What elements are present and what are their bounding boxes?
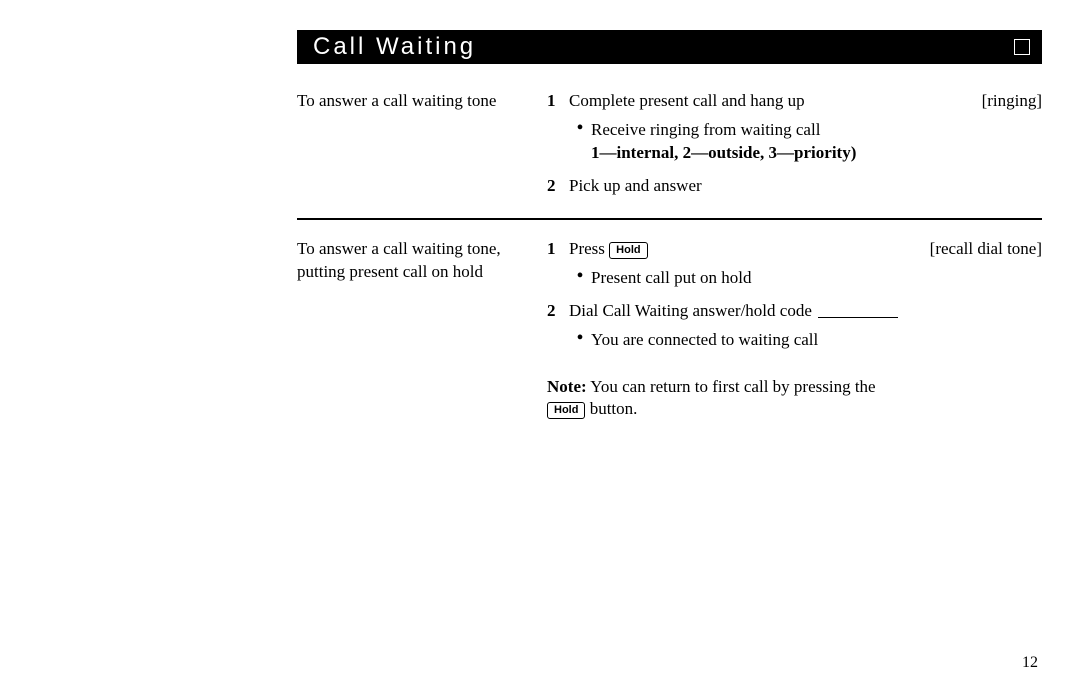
hold-key-icon: Hold (547, 402, 585, 419)
step-line: Press Hold [recall dial tone] (569, 238, 1042, 261)
bullet-text: Receive ringing from waiting call (591, 120, 820, 139)
step-body: Pick up and answer (569, 175, 1042, 198)
hold-key-icon: Hold (609, 242, 647, 259)
section-title: Call Waiting (313, 33, 476, 61)
step-number: 1 (547, 90, 569, 113)
step-bullet: • Receive ringing from waiting call 1—in… (569, 119, 1042, 165)
note-text-1: You can return to first call by pressing… (587, 377, 876, 396)
section-title-bar: Call Waiting (297, 30, 1042, 64)
procedure-1-step-2: 2 Pick up and answer (547, 175, 1042, 198)
procedure-1-steps: 1 Complete present call and hang up [rin… (547, 90, 1042, 204)
step-text: Dial Call Waiting answer/hold code (569, 301, 812, 320)
title-corner-box-icon (1014, 39, 1030, 55)
procedure-1-description: To answer a call waiting tone (297, 90, 547, 113)
bullet-body: Receive ringing from waiting call 1—inte… (591, 119, 1042, 165)
procedure-section-2: To answer a call waiting tone, putting p… (297, 238, 1042, 422)
step-text: Pick up and answer (569, 176, 702, 195)
step-number: 2 (547, 300, 569, 323)
bullet-text: Present call put on hold (591, 267, 1042, 290)
procedure-2-step-1: 1 Press Hold [recall dial tone] • Presen… (547, 238, 1042, 290)
procedure-2-steps: 1 Press Hold [recall dial tone] • Presen… (547, 238, 1042, 422)
step-body: Press Hold [recall dial tone] • Present … (569, 238, 1042, 290)
page-number: 12 (1022, 654, 1038, 672)
procedure-2-step-2: 2 Dial Call Waiting answer/hold code • Y… (547, 300, 1042, 352)
blank-fill-line (818, 317, 898, 318)
step-bullet: • Present call put on hold (569, 267, 1042, 290)
bullet-icon: • (569, 267, 591, 290)
step-annotation: [recall dial tone] (930, 238, 1042, 261)
bullet-icon: • (569, 119, 591, 165)
step-body: Complete present call and hang up [ringi… (569, 90, 1042, 165)
note-label: Note: (547, 377, 587, 396)
bullet-text: You are connected to waiting call (591, 329, 1042, 352)
content-area: To answer a call waiting tone 1 Complete… (297, 90, 1042, 421)
bullet-icon: • (569, 329, 591, 352)
step-line: Dial Call Waiting answer/hold code (569, 300, 1042, 323)
step-body: Dial Call Waiting answer/hold code • You… (569, 300, 1042, 352)
step-number: 1 (547, 238, 569, 261)
manual-page: Call Waiting To answer a call waiting to… (0, 0, 1080, 698)
procedure-1-step-1: 1 Complete present call and hang up [rin… (547, 90, 1042, 165)
procedure-2-description: To answer a call waiting tone, putting p… (297, 238, 547, 284)
step-annotation: [ringing] (982, 90, 1042, 113)
section-divider (297, 218, 1042, 220)
step-bullet: • You are connected to waiting call (569, 329, 1042, 352)
note-text-2: button. (585, 399, 637, 418)
step-text: Complete present call and hang up (569, 90, 805, 113)
step-number: 2 (547, 175, 569, 198)
step-text-pre: Press (569, 239, 609, 258)
procedure-section-1: To answer a call waiting tone 1 Complete… (297, 90, 1042, 204)
step-text: Press Hold (569, 238, 648, 261)
note-paragraph: Note: You can return to first call by pr… (547, 376, 1042, 422)
bullet-text-bold: 1—internal, 2—outside, 3—priority) (591, 143, 856, 162)
step-line: Complete present call and hang up [ringi… (569, 90, 1042, 113)
